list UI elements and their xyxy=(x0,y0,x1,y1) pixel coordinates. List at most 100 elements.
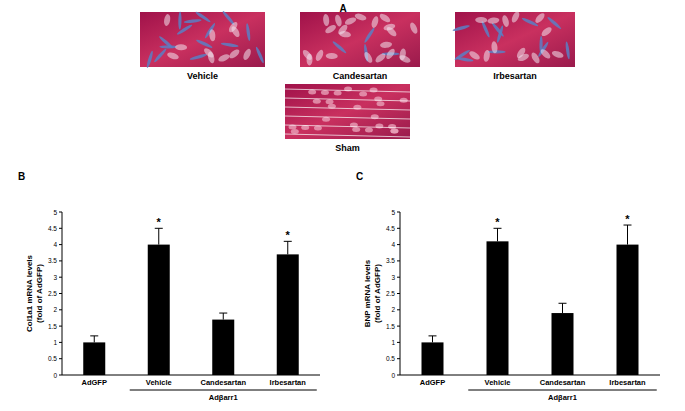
cell xyxy=(390,128,398,133)
texture xyxy=(228,48,241,60)
texture xyxy=(510,10,521,23)
y-tick xyxy=(59,277,62,278)
image-label: Irbesartan xyxy=(493,71,537,81)
y-tick xyxy=(59,375,62,376)
y-tick xyxy=(397,358,400,359)
texture xyxy=(385,25,398,38)
cell xyxy=(352,127,360,132)
texture xyxy=(221,42,239,48)
texture xyxy=(166,51,179,60)
x-tick-label: Candesartan xyxy=(201,378,247,387)
texture xyxy=(354,12,367,21)
x-tick-label: Irbesartan xyxy=(270,378,307,387)
y-tick-label: 4 xyxy=(391,241,395,248)
marks xyxy=(422,225,639,375)
histology-image xyxy=(300,12,420,67)
y-axis-label: (fold of AdGFP) xyxy=(373,264,382,323)
background xyxy=(0,0,685,411)
cell xyxy=(334,91,342,96)
y-tick-label: 0 xyxy=(53,372,57,379)
y-axis-label: Col1a1 mRNA levels xyxy=(25,254,34,332)
texture xyxy=(534,12,546,25)
y-tick xyxy=(397,326,400,327)
texture xyxy=(455,56,473,62)
image-label: Candesartan xyxy=(333,71,388,81)
y-tick xyxy=(59,358,62,359)
group-label: Adβarr1 xyxy=(209,393,238,402)
x-tick-label: AdGFP xyxy=(82,378,107,387)
texture xyxy=(399,48,407,61)
texture xyxy=(285,116,410,119)
y-tick xyxy=(397,277,400,278)
texture xyxy=(385,47,397,60)
x-tick-label: AdGFP xyxy=(420,378,445,387)
image-label: Sham xyxy=(335,143,360,153)
cell xyxy=(370,88,378,93)
y-tick-label: 2 xyxy=(53,306,57,313)
x-tick-label: Vehicle xyxy=(485,378,511,387)
cell xyxy=(291,129,299,134)
texture xyxy=(468,50,481,62)
texture xyxy=(285,134,410,137)
texture xyxy=(491,22,505,38)
texture xyxy=(178,12,182,30)
texture xyxy=(153,48,167,64)
histology-image xyxy=(452,10,575,67)
bar xyxy=(212,320,234,375)
y-tick-label: 4.5 xyxy=(386,225,395,232)
y-tick-label: 3.5 xyxy=(386,257,395,264)
significance: * xyxy=(495,216,500,228)
panel-label: B xyxy=(18,171,25,182)
texture xyxy=(285,125,410,128)
histology-image xyxy=(285,84,410,139)
texture xyxy=(184,18,202,23)
y-tick-label: 0.5 xyxy=(386,355,395,362)
texture xyxy=(483,49,491,62)
marks xyxy=(83,228,299,375)
y-tick xyxy=(397,375,400,376)
texture xyxy=(344,16,357,26)
texture xyxy=(370,15,379,28)
y-tick-label: 2.5 xyxy=(48,290,57,297)
cell xyxy=(377,101,385,106)
texture xyxy=(565,41,571,59)
texture xyxy=(334,14,343,27)
texture xyxy=(245,23,251,41)
y-tick-label: 0.5 xyxy=(48,355,57,362)
y-tick-label: 2 xyxy=(391,306,395,313)
bar xyxy=(617,245,639,375)
y-tick xyxy=(59,228,62,229)
y-tick xyxy=(59,212,62,213)
texture xyxy=(202,47,215,60)
y-tick-label: 4 xyxy=(53,241,57,248)
texture xyxy=(323,14,330,27)
texture xyxy=(163,14,171,27)
y-tick xyxy=(397,260,400,261)
y-tick-label: 2.5 xyxy=(386,290,395,297)
texture xyxy=(501,14,510,27)
texture xyxy=(217,53,230,63)
bar xyxy=(83,342,105,375)
bar xyxy=(277,254,299,375)
histology-image xyxy=(140,10,265,68)
error-bar xyxy=(284,241,292,254)
significance: * xyxy=(157,216,162,228)
group-bracket xyxy=(468,389,657,390)
texture xyxy=(158,35,174,49)
cell xyxy=(365,127,373,132)
cell xyxy=(390,128,398,133)
cell xyxy=(388,124,396,129)
image-label: Vehicle xyxy=(187,71,218,81)
texture xyxy=(285,89,410,92)
texture xyxy=(332,40,348,54)
cell xyxy=(321,90,329,95)
y-tick xyxy=(59,244,62,245)
y-tick xyxy=(397,342,400,343)
texture xyxy=(326,53,338,59)
texture xyxy=(551,50,564,59)
texture xyxy=(491,41,498,54)
y-tick xyxy=(59,260,62,261)
cell xyxy=(400,98,408,103)
tissue xyxy=(285,84,410,139)
y-tick xyxy=(397,244,400,245)
